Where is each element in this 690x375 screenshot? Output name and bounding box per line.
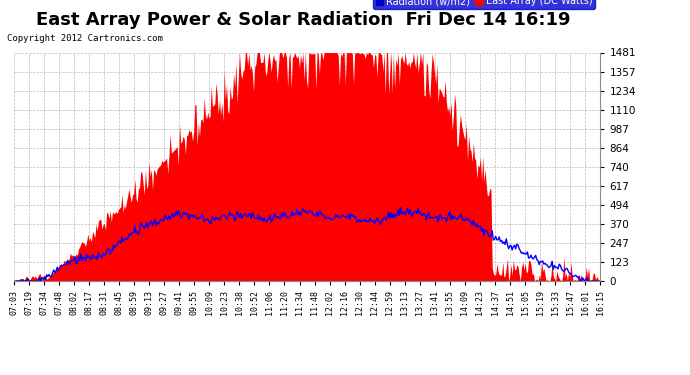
Legend: Radiation (w/m2), East Array (DC Watts): Radiation (w/m2), East Array (DC Watts) — [373, 0, 595, 9]
Text: Copyright 2012 Cartronics.com: Copyright 2012 Cartronics.com — [7, 34, 163, 43]
Text: East Array Power & Solar Radiation  Fri Dec 14 16:19: East Array Power & Solar Radiation Fri D… — [37, 11, 571, 29]
